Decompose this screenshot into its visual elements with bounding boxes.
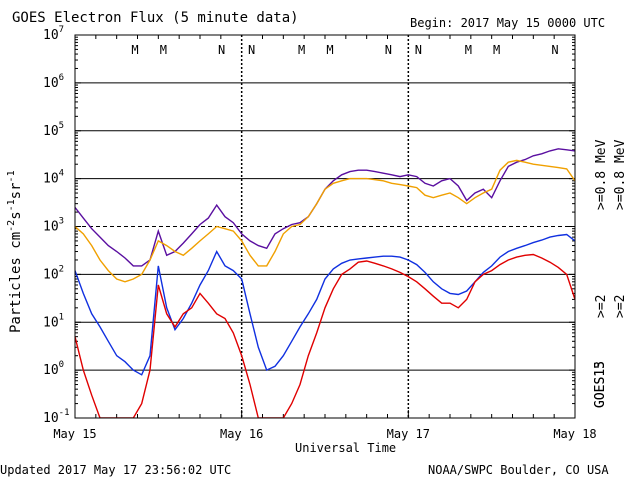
series-line [75, 233, 575, 376]
y-tick-exponent: 4 [59, 169, 64, 179]
y-tick-exponent: 6 [59, 73, 64, 83]
y-tick-exponent: 7 [59, 25, 64, 35]
mn-marker: N [551, 43, 558, 57]
mn-marker: M [160, 43, 167, 57]
legend-entry: >=2 [594, 295, 609, 318]
y-tick-label: 103 [43, 217, 64, 235]
mn-marker: M [298, 43, 305, 57]
y-tick-base: 10 [43, 76, 59, 91]
x-tick-label: May 17 [387, 427, 430, 441]
y-tick-exponent: 5 [59, 121, 64, 131]
legend-entry: GOES15 [593, 361, 608, 408]
y-label-main: Particles cm [8, 232, 24, 333]
y-tick-label: 100 [43, 360, 64, 378]
legend-label: GOES15 [593, 361, 608, 408]
y-label-s: s [8, 211, 24, 219]
y-label-sup2: -1 [6, 199, 17, 211]
legend-entry: >=0.8 MeV [613, 139, 628, 210]
legend-label: >=0.8 MeV [594, 139, 609, 210]
legend-label: GOES13 [593, 361, 608, 408]
y-label-sup1: -2 [6, 220, 17, 232]
legend-entry: >=2 [613, 295, 628, 318]
x-tick-labels: May 15 May 16 May 17 May 18 [53, 427, 596, 441]
mn-marker: M [131, 43, 138, 57]
y-tick-exponent: 1 [59, 312, 64, 322]
mn-marker: N [415, 43, 422, 57]
y-tick-base: 10 [43, 411, 59, 426]
chart-title: GOES Electron Flux (5 minute data) [12, 10, 299, 26]
y-tick-exponent: 3 [59, 217, 64, 227]
y-tick-label: 106 [43, 73, 64, 91]
legend-label: >=0.8 MeV [613, 139, 628, 210]
y-tick-exponent: 2 [59, 264, 64, 274]
grid-lines [75, 82, 575, 371]
y-tick-base: 10 [43, 124, 59, 139]
mn-marker: N [218, 43, 225, 57]
mn-marker: M [465, 43, 472, 57]
y-tick-base: 10 [43, 315, 59, 330]
x-tick-label: May 15 [53, 427, 96, 441]
footer-credit: NOAA/SWPC Boulder, CO USA [428, 463, 609, 477]
plot-frame [74, 34, 576, 419]
series-lines [75, 148, 575, 418]
y-tick-base: 10 [43, 220, 59, 235]
y-tick-label: 101 [43, 312, 64, 330]
mn-marker: N [385, 43, 392, 57]
y-tick-base: 10 [43, 28, 59, 43]
y-tick-base: 10 [43, 172, 59, 187]
x-tick-label: May 16 [220, 427, 263, 441]
y-tick-label: 104 [43, 169, 64, 187]
mn-marker: M [326, 43, 333, 57]
y-tick-label: 10-1 [43, 408, 70, 426]
y-axis-label: Particles cm-2s-1sr-1 [6, 170, 24, 333]
y-tick-label: 102 [43, 264, 64, 282]
svg-text:Particles cm-2s-1sr-1: Particles cm-2s-1sr-1 [6, 170, 24, 333]
y-label-sr: sr [8, 182, 24, 199]
y-tick-base: 10 [43, 363, 59, 378]
x-axis-label: Universal Time [295, 441, 396, 455]
mn-marker: N [248, 43, 255, 57]
y-tick-label: 105 [43, 121, 64, 139]
y-label-sup3: -1 [6, 170, 17, 182]
legend-entry: >=0.8 MeV [594, 139, 609, 210]
series-line [75, 159, 575, 283]
y-tick-exponent: -1 [59, 408, 70, 418]
series-line [75, 253, 575, 418]
legend-label: >=2 [594, 295, 609, 318]
y-tick-exponent: 0 [59, 360, 64, 370]
y-tick-label: 107 [43, 25, 64, 43]
series-line [75, 148, 575, 267]
footer-updated: Updated 2017 May 17 23:56:02 UTC [0, 463, 231, 477]
mn-marker: M [493, 43, 500, 57]
axis-ticks [74, 34, 576, 419]
begin-label: Begin: 2017 May 15 0000 UTC [410, 16, 605, 30]
y-tick-base: 10 [43, 267, 59, 282]
legend-label: >=2 [613, 295, 628, 318]
x-tick-label: May 18 [553, 427, 596, 441]
legend-entry: GOES13 [593, 361, 608, 408]
